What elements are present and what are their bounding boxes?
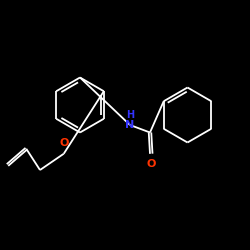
Text: O: O bbox=[59, 138, 69, 148]
Text: N: N bbox=[126, 120, 134, 130]
Text: O: O bbox=[146, 159, 156, 169]
Text: H: H bbox=[126, 110, 134, 120]
